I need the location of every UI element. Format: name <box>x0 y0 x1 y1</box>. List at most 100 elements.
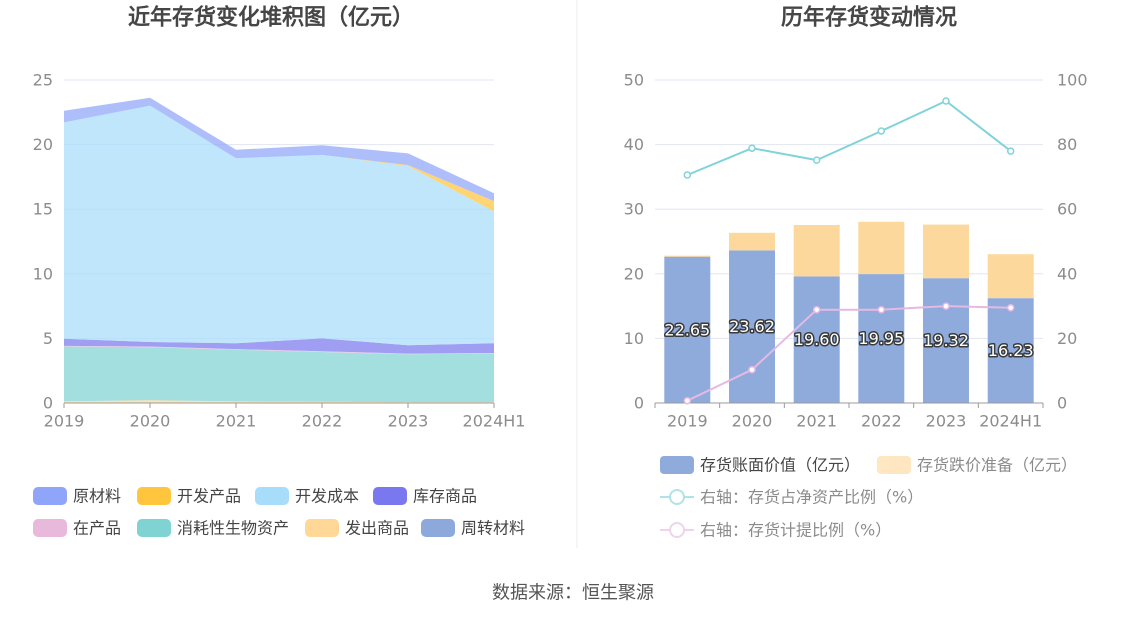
legend-label: 右轴：存货计提比例（%） <box>700 521 891 540</box>
legend-item: 在产品 <box>33 519 121 538</box>
right-chart-title: 历年存货变动情况 <box>781 5 957 31</box>
area-series-5 <box>64 346 494 403</box>
bar-series-1 <box>858 221 905 275</box>
line-point <box>812 156 821 164</box>
legend-label: 周转材料 <box>461 519 525 538</box>
bar-layers <box>664 221 1034 403</box>
bar-series-1 <box>664 255 711 257</box>
bar-data-label: 16.23 <box>988 341 1034 360</box>
legend-label: 存货跌价准备（亿元） <box>917 456 1077 475</box>
right-y-tick-label: 100 <box>1057 71 1088 90</box>
left-y-tick-label: 50 <box>624 71 644 90</box>
legend-item: 库存商品 <box>373 487 477 506</box>
stacked-area-chart: 0 5 10 15 20 25 2019 2020 2021 2022 2023 2024H1 <box>33 71 526 431</box>
right-chart-legend: 存货账面价值（亿元） 存货跌价准备（亿元） 右轴：存货占净资产比例（%） 右轴：存货计… <box>660 456 1077 540</box>
legend-swatch <box>660 456 694 474</box>
line-point <box>877 127 886 135</box>
legend-item: 发出商品 <box>305 519 409 538</box>
line-point <box>1006 303 1015 312</box>
right-y-tick-label: 20 <box>1057 329 1077 348</box>
legend-label: 在产品 <box>73 519 121 538</box>
legend-swatch <box>137 487 171 505</box>
line-point <box>942 302 950 310</box>
x-tick-label: 2022 <box>302 412 343 431</box>
legend-swatch <box>255 487 289 505</box>
bar-data-label: 19.60 <box>794 330 840 349</box>
line-layers <box>683 97 1015 405</box>
legend-swatch <box>33 487 67 505</box>
right-y-tick-label: 60 <box>1057 200 1077 219</box>
legend-label: 发出商品 <box>345 519 409 538</box>
legend-item: 开发成本 <box>255 487 359 506</box>
bar-series-1 <box>793 225 840 277</box>
bar-data-label: 23.62 <box>729 317 775 336</box>
x-tick-label: 2021 <box>216 412 257 431</box>
line-point <box>683 171 692 179</box>
legend-swatch <box>421 519 455 537</box>
legend-item: 消耗性生物资产 <box>137 519 289 538</box>
legend-item: 存货跌价准备（亿元） <box>877 456 1077 475</box>
bar-series-0 <box>923 278 969 403</box>
legend-item: 右轴：存货计提比例（%） <box>660 521 891 540</box>
legend-marker <box>669 522 685 538</box>
legend-marker <box>669 489 685 505</box>
line-point <box>812 305 821 314</box>
bar-series-1 <box>987 254 1034 299</box>
legend-label: 存货账面价值（亿元） <box>700 456 860 475</box>
area-series-3 <box>64 338 494 354</box>
x-tick-label: 2020 <box>130 412 171 431</box>
x-tick-label: 2023 <box>926 412 967 431</box>
bar-line-combo-chart: 0 10 20 30 40 50 0 20 40 60 80 100 2019 2020 2021 2022 2… <box>624 71 1088 431</box>
bar-series-0 <box>664 256 711 403</box>
line-point <box>942 97 950 105</box>
y-tick-label: 5 <box>43 329 53 348</box>
bar-series-0 <box>793 276 840 403</box>
line-series-2 <box>686 100 1012 176</box>
legend-label: 原材料 <box>73 487 121 506</box>
line-point <box>683 396 692 405</box>
legend-item: 开发产品 <box>137 487 241 506</box>
left-y-tick-label: 0 <box>634 394 644 413</box>
right-grid <box>655 79 1043 339</box>
left-y-tick-label: 10 <box>624 329 644 348</box>
legend-swatch <box>373 487 407 505</box>
legend-item: 存货账面价值（亿元） <box>660 456 860 475</box>
legend-item: 周转材料 <box>421 519 525 538</box>
line-point <box>877 305 886 314</box>
area-series-6 <box>64 400 494 403</box>
bar-data-label: 19.32 <box>923 331 969 350</box>
bar-data-label: 22.65 <box>664 320 710 339</box>
left-y-tick-label: 30 <box>624 200 644 219</box>
x-tick-label: 2024H1 <box>463 412 526 431</box>
legend-label: 库存商品 <box>413 487 477 506</box>
legend-swatch <box>305 519 339 537</box>
area-layers <box>64 97 494 403</box>
y-tick-label: 15 <box>33 200 53 219</box>
bar-series-1 <box>923 224 969 279</box>
bar-series-0 <box>858 274 905 403</box>
legend-label: 开发成本 <box>295 487 359 506</box>
legend-item: 右轴：存货占净资产比例（%） <box>660 488 923 507</box>
legend-label: 右轴：存货占净资产比例（%） <box>700 488 923 507</box>
legend-label: 消耗性生物资产 <box>177 519 289 538</box>
x-tick-label: 2021 <box>796 412 837 431</box>
x-tick-label: 2023 <box>388 412 429 431</box>
y-tick-label: 0 <box>43 394 53 413</box>
y-tick-label: 20 <box>33 135 53 154</box>
bar-series-0 <box>987 298 1034 403</box>
bar-data-labels: 22.65 23.62 19.60 19.95 19.32 16.23 <box>663 316 1035 362</box>
legend-label: 开发产品 <box>177 487 241 506</box>
line-point <box>748 144 756 152</box>
left-chart-title: 近年存货变化堆积图（亿元） <box>128 5 414 31</box>
x-tick-label: 2019 <box>44 412 85 431</box>
left-y-tick-label: 20 <box>624 264 644 283</box>
y-tick-label: 25 <box>33 71 53 90</box>
line-point <box>1006 147 1015 155</box>
x-tick-label: 2024H1 <box>979 412 1042 431</box>
area-series-4 <box>64 345 494 355</box>
y-tick-label: 10 <box>33 264 53 283</box>
data-source-note: 数据来源：恒生聚源 <box>492 583 654 604</box>
left-y-tick-label: 40 <box>624 135 644 154</box>
x-tick-label: 2019 <box>667 412 708 431</box>
